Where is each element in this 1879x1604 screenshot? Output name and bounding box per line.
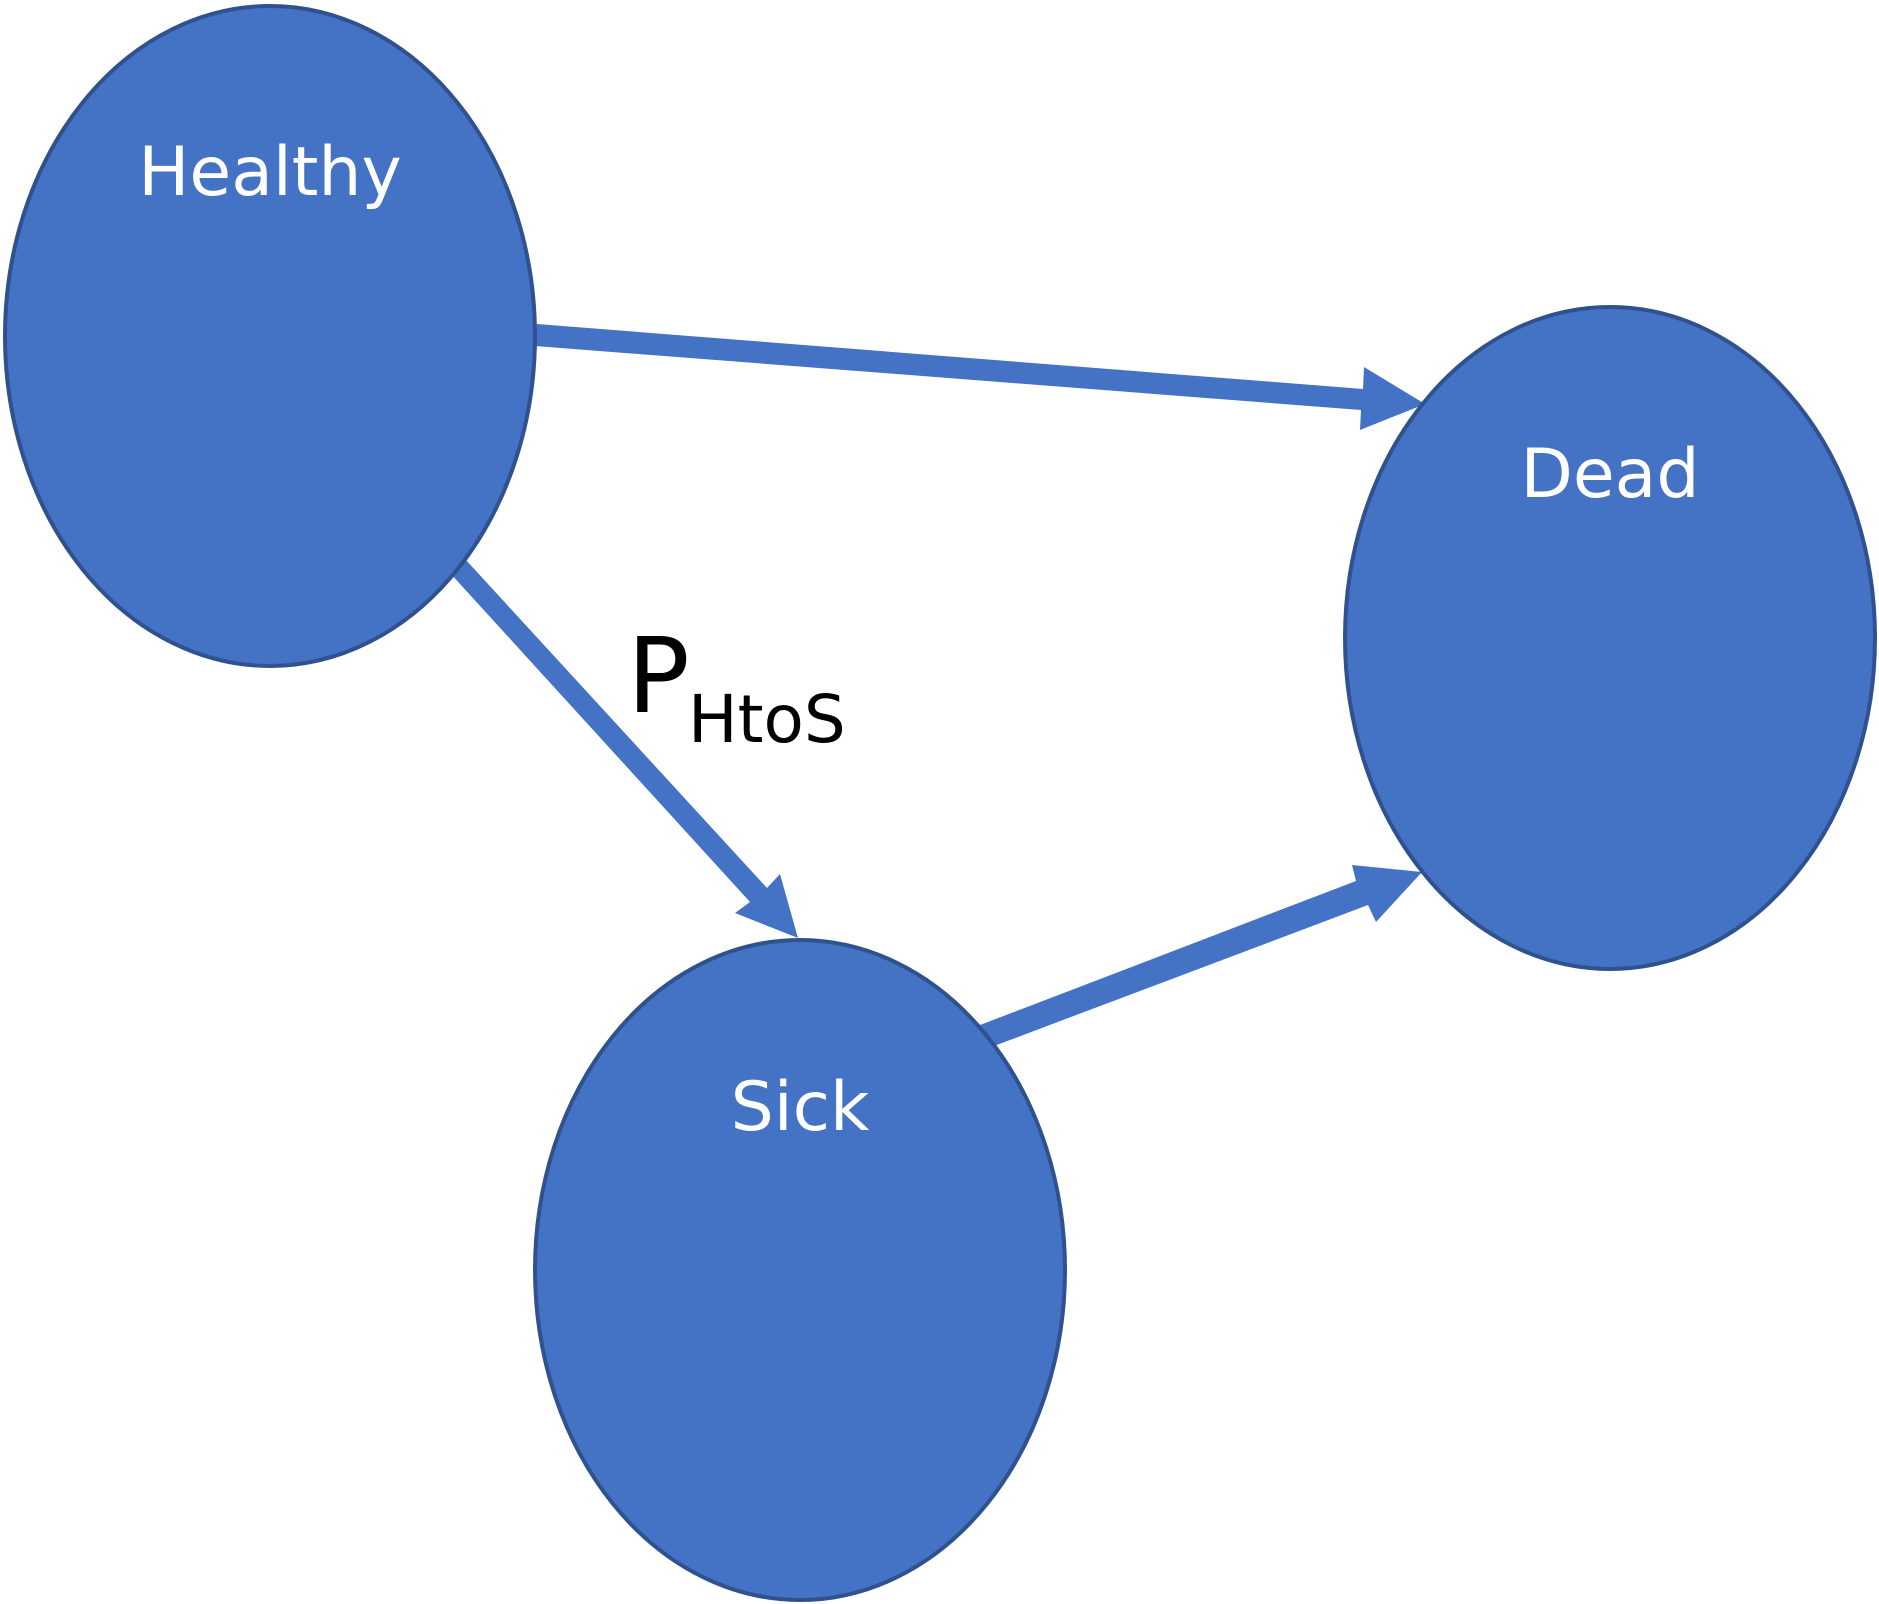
edge-healthy-to-sick-arrow	[450, 559, 798, 938]
edge-healthy-to-dead	[535, 324, 1425, 430]
edge-healthy-to-dead-arrow	[535, 324, 1425, 430]
node-sick-shape	[533, 938, 1067, 1602]
node-healthy-label: Healthy	[138, 133, 402, 212]
node-dead-label: Dead	[1520, 435, 1699, 514]
node-healthy-shape	[3, 4, 537, 668]
node-dead-shape	[1343, 305, 1877, 971]
node-dead[interactable]: Dead	[1343, 305, 1877, 971]
node-healthy[interactable]: Healthy	[3, 4, 537, 668]
edge-healthy-to-sick	[450, 559, 798, 938]
probability-symbol: P	[627, 615, 690, 737]
node-sick[interactable]: Sick	[533, 938, 1067, 1602]
edge-sick-to-dead-arrow	[980, 865, 1422, 1046]
transition-probability-label: P HtoS	[627, 615, 846, 758]
probability-subscript: HtoS	[688, 681, 846, 758]
node-sick-label: Sick	[731, 1068, 870, 1147]
edge-sick-to-dead	[980, 865, 1422, 1046]
